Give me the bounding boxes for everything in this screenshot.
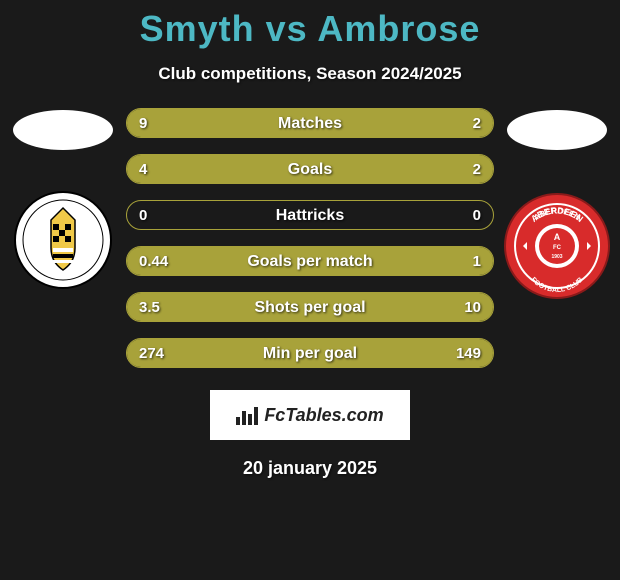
stat-bar-goals: 4 Goals 2 [126,154,494,184]
main-row: 9 Matches 2 4 Goals 2 0 Hattricks 0 [0,108,620,384]
svg-text:FC: FC [553,245,562,251]
stat-bar-hattricks: 0 Hattricks 0 [126,200,494,230]
right-player-col: A FC 1903 ABERDEEN ABERDEEN FOOTBALL CLU… [502,108,612,300]
stats-column: 9 Matches 2 4 Goals 2 0 Hattricks 0 [118,108,502,384]
stat-label: Goals per match [127,247,493,276]
date-line: 20 january 2025 [0,458,620,479]
stat-label: Shots per goal [127,293,493,322]
stat-value-right: 1 [473,247,481,276]
stat-bar-matches: 9 Matches 2 [126,108,494,138]
stat-value-right: 0 [473,201,481,230]
stat-bar-min-per-goal: 274 Min per goal 149 [126,338,494,368]
brand-badge: FcTables.com [210,390,410,440]
left-player-col [8,108,118,290]
brand-text: FcTables.com [264,405,383,426]
svg-text:A: A [554,232,561,242]
left-player-photo [13,110,113,150]
stat-bar-goals-per-match: 0.44 Goals per match 1 [126,246,494,276]
stat-value-right: 10 [464,293,481,322]
stat-label: Min per goal [127,339,493,368]
stat-bar-shots-per-goal: 3.5 Shots per goal 10 [126,292,494,322]
stat-label: Matches [127,109,493,138]
stat-label: Goals [127,155,493,184]
page-subtitle: Club competitions, Season 2024/2025 [0,64,620,84]
comparison-infographic: Smyth vs Ambrose Club competitions, Seas… [0,0,620,580]
brand-bars-icon [236,405,258,425]
right-player-photo [507,110,607,150]
stat-label: Hattricks [127,201,493,230]
stat-value-right: 2 [473,155,481,184]
left-team-crest-icon [13,190,113,290]
stat-value-right: 149 [456,339,481,368]
right-team-crest-icon: A FC 1903 ABERDEEN ABERDEEN FOOTBALL CLU… [503,192,611,300]
page-title: Smyth vs Ambrose [0,0,620,50]
svg-text:1903: 1903 [551,254,562,260]
stat-value-right: 2 [473,109,481,138]
